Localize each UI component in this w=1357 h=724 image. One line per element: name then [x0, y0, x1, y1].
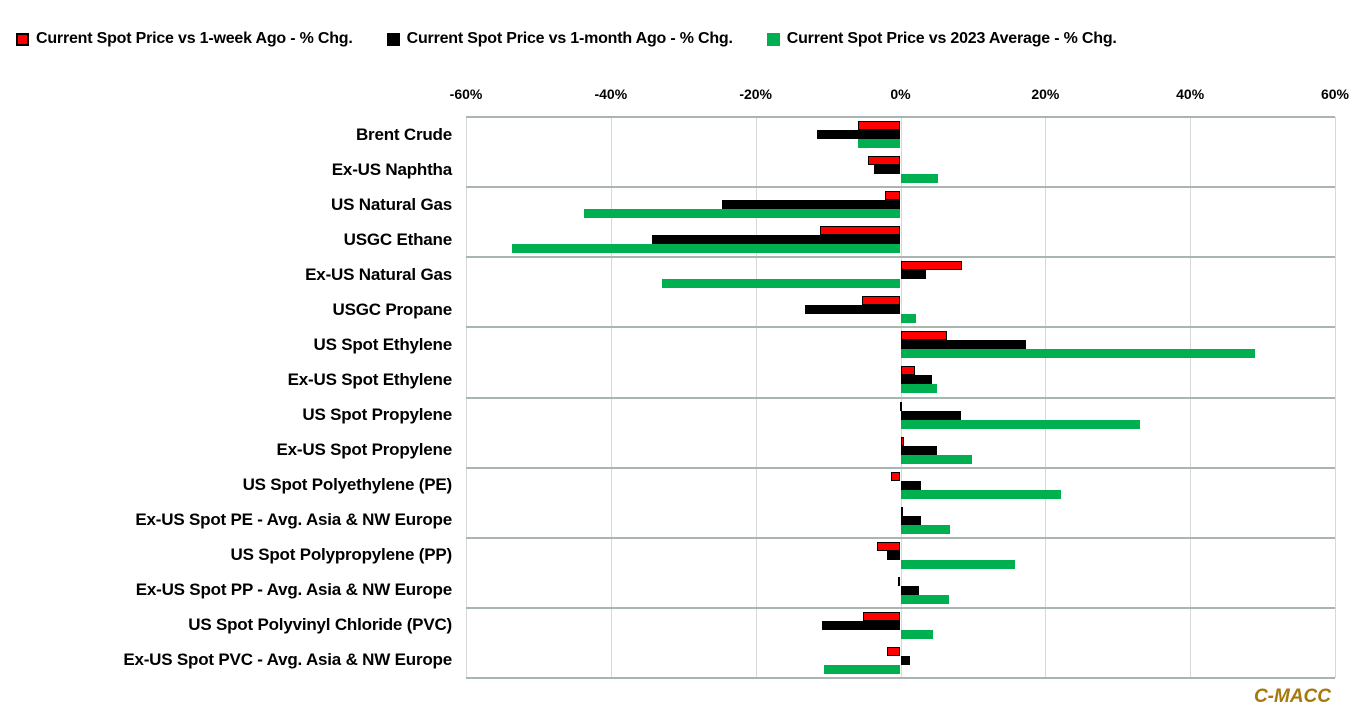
bar-2023avg — [900, 174, 939, 184]
legend-label-1week: Current Spot Price vs 1-week Ago - % Chg… — [36, 30, 353, 47]
bar-2023avg — [823, 664, 901, 674]
x-tick-label: -40% — [594, 86, 628, 102]
bar-1week — [858, 121, 901, 130]
bar-1month — [900, 410, 962, 420]
bar-1month — [900, 585, 920, 595]
bar-2023avg — [857, 139, 901, 148]
legend-label-1month: Current Spot Price vs 1-month Ago - % Ch… — [406, 30, 733, 47]
bar-1week — [900, 506, 903, 516]
category-label: Ex-US Spot Ethylene — [287, 369, 453, 389]
legend-item-1week: Current Spot Price vs 1-week Ago - % Chg… — [16, 30, 353, 48]
category-label: US Spot Propylene — [302, 405, 452, 425]
category-label: US Spot Polyvinyl Chloride (PVC) — [188, 615, 452, 635]
legend-swatch-black-icon — [386, 32, 400, 46]
legend-label-2023avg: Current Spot Price vs 2023 Average - % C… — [786, 30, 1117, 47]
category-label: Ex-US Spot PVC - Avg. Asia & NW Europe — [123, 650, 452, 670]
bar-1week — [898, 576, 901, 586]
category-label: Ex-US Naphtha — [331, 159, 452, 179]
gridline-horizontal — [466, 606, 1335, 609]
x-tick-label: 20% — [1031, 86, 1060, 102]
bar-2023avg — [661, 279, 901, 289]
category-label: USGC Ethane — [343, 229, 453, 249]
bar-1month — [804, 305, 901, 315]
x-tick-label: 60% — [1320, 86, 1350, 102]
category-label: Ex-US Spot PP - Avg. Asia & NW Europe — [135, 580, 452, 600]
bar-1month — [900, 515, 921, 525]
bar-2023avg — [900, 629, 934, 639]
bar-1week — [862, 611, 901, 621]
bar-1week — [887, 646, 901, 656]
bar-2023avg — [900, 384, 938, 394]
watermark: C-MACC — [1253, 686, 1331, 707]
bar-1month — [652, 235, 901, 245]
bar-1month — [900, 270, 926, 280]
bar-1month — [886, 550, 901, 560]
category-label: US Spot Ethylene — [313, 334, 453, 354]
bar-2023avg — [584, 209, 901, 219]
x-tick-label: -20% — [739, 86, 772, 102]
bar-2023avg — [511, 244, 901, 254]
bar-1week — [885, 191, 901, 201]
bar-2023avg — [900, 419, 1141, 429]
bar-2023avg — [900, 349, 1255, 359]
bar-1week — [876, 541, 901, 551]
bar-2023avg — [900, 524, 951, 534]
legend-item-2023avg: Current Spot Price vs 2023 Average - % C… — [766, 30, 1117, 48]
bar-2023avg — [900, 559, 1015, 569]
bar-1month — [900, 375, 933, 385]
gridline-horizontal — [466, 326, 1335, 329]
bar-1week — [900, 331, 947, 341]
bar-1week — [820, 226, 901, 236]
gridline-vertical — [1335, 117, 1336, 678]
bar-1week — [891, 471, 901, 481]
bar-1week — [900, 436, 905, 446]
bar-1week — [862, 296, 901, 306]
legend-item-1month: Current Spot Price vs 1-month Ago - % Ch… — [386, 30, 733, 48]
gridline-horizontal — [466, 116, 1335, 118]
category-label: Ex-US Spot Propylene — [276, 440, 453, 460]
bar-1week — [900, 261, 963, 271]
bar-2023avg — [900, 594, 950, 604]
bar-1week — [867, 156, 901, 166]
plot-area — [466, 116, 1336, 679]
chart-legend: Current Spot Price vs 1-week Ago - % Chg… — [16, 30, 1346, 48]
bar-1month — [817, 130, 901, 139]
category-label: US Spot Polyethylene (PE) — [242, 475, 453, 495]
category-label: US Natural Gas — [331, 194, 452, 214]
gridline-horizontal — [466, 466, 1335, 469]
bar-2023avg — [900, 454, 973, 464]
category-label: Ex-US Spot PE - Avg. Asia & NW Europe — [135, 510, 452, 530]
x-tick-label: 40% — [1176, 86, 1205, 102]
category-label: Brent Crude — [355, 124, 452, 144]
bar-1week — [900, 366, 915, 376]
bar-1month — [900, 480, 921, 490]
bar-2023avg — [900, 314, 916, 324]
bar-1month — [873, 165, 901, 175]
bar-2023avg — [900, 489, 1062, 499]
bar-1month — [900, 655, 910, 665]
gridline-horizontal — [466, 396, 1335, 399]
bar-1week — [899, 401, 902, 411]
gridline-horizontal — [466, 186, 1335, 189]
gridline-horizontal — [466, 256, 1335, 259]
gridline-horizontal — [466, 536, 1335, 539]
legend-swatch-red-icon — [16, 32, 29, 46]
bar-1month — [722, 200, 901, 210]
gridline-horizontal — [466, 677, 1335, 679]
legend-swatch-green-icon — [766, 32, 780, 46]
category-label: USGC Propane — [332, 299, 453, 319]
bar-1month — [900, 445, 937, 455]
category-label: Ex-US Natural Gas — [305, 264, 452, 284]
bar-1month — [900, 340, 1026, 350]
category-label: US Spot Polypropylene (PP) — [230, 545, 453, 565]
x-tick-label: 0% — [890, 86, 911, 102]
x-tick-label: -60% — [449, 86, 483, 102]
bar-1month — [822, 620, 901, 630]
